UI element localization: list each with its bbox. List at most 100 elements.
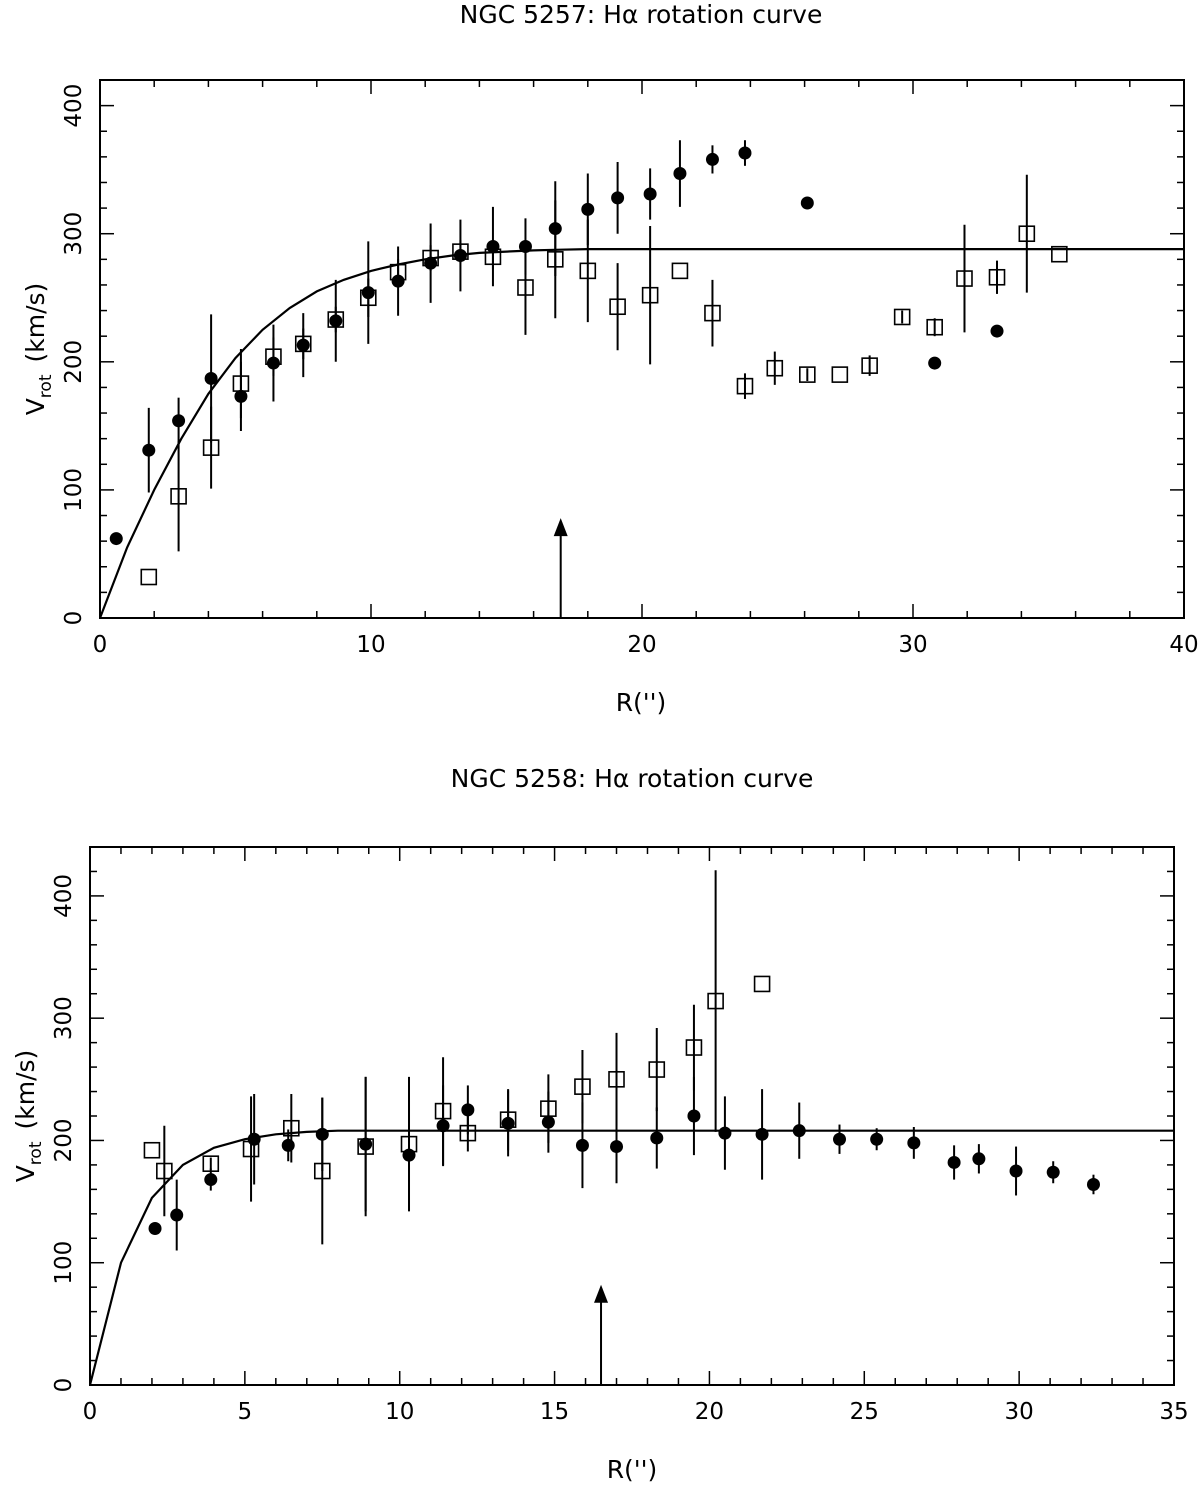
open-square-point (232, 375, 250, 392)
x-tick-label: 25 (850, 1399, 879, 1425)
x-tick-label: 0 (83, 1399, 98, 1425)
filled-circle-point (705, 152, 719, 166)
open-square-point (452, 243, 469, 260)
ngc5258-panel: NGC 5258: Hα rotation curve 0 5 10 15 20 25 30… (11, 764, 1189, 1484)
open-square-point (671, 262, 689, 280)
filled-circle-point (281, 1138, 295, 1152)
open-square-point (736, 377, 754, 395)
open-square-point (484, 248, 502, 266)
open-square-point (766, 359, 784, 377)
filled-circle-point (800, 196, 814, 210)
plot-frame (99, 79, 1185, 619)
open-square-point (753, 975, 771, 993)
filled-circle-point (673, 167, 687, 181)
open-square-point (707, 992, 724, 1010)
y-axis-label: Vrot (km/s) (21, 283, 56, 416)
open-square-point (893, 308, 911, 326)
filled-circle-point (870, 1132, 884, 1146)
y-axis-label-sub: rot (26, 1141, 46, 1165)
filled-circle-point (907, 1136, 921, 1150)
filled-circle-point (204, 371, 218, 385)
y-axis-label-main: V (21, 398, 50, 415)
data-points-group (109, 140, 1068, 586)
model-curve (88, 1129, 1174, 1386)
filled-circle-point (650, 1131, 664, 1145)
filled-circle-point (990, 324, 1004, 338)
y-tick-label: 300 (51, 996, 77, 1040)
y-tick-label: 0 (61, 611, 87, 626)
x-tick-labels: 0 10 20 30 40 (93, 632, 1199, 658)
open-square-point (609, 298, 626, 316)
open-square-point (170, 488, 187, 505)
open-square-point (1051, 245, 1068, 263)
open-square-point (956, 270, 973, 287)
y-tick-label: 200 (51, 1119, 77, 1163)
y-axis-label-unit: (km/s) (21, 283, 50, 363)
filled-circle-point (687, 1109, 701, 1123)
filled-circle-point (1046, 1165, 1060, 1179)
open-square-point (499, 1111, 517, 1128)
filled-circle-point (610, 1140, 624, 1154)
filled-circle-point (1009, 1164, 1023, 1178)
open-square-point (422, 249, 439, 267)
y-tick-label: 300 (61, 212, 87, 256)
filled-circle-point (148, 1221, 162, 1235)
arrow-group (553, 518, 568, 618)
open-square-point (1018, 225, 1036, 243)
open-square-point (143, 1141, 161, 1159)
open-square-point (517, 279, 534, 296)
open-square-point (641, 286, 659, 304)
ngc5257-panel: NGC 5257: Hα rotation curve 0 10 20 30 40 0 1… (21, 0, 1199, 717)
arrow-head (553, 518, 568, 537)
open-square-point (294, 335, 312, 353)
y-tick-label: 100 (51, 1241, 77, 1285)
y-tick-labels: 0 100 200 300 400 (51, 874, 77, 1392)
x-axis-label: R('') (607, 1455, 658, 1484)
open-square-point (988, 268, 1006, 286)
open-square-point (648, 1061, 666, 1078)
filled-circle-point (204, 1173, 218, 1187)
filled-circle-point (1086, 1177, 1100, 1191)
filled-circle-point (575, 1138, 589, 1152)
open-square-point (242, 1140, 260, 1158)
chart-title: NGC 5257: Hα rotation curve (460, 0, 823, 29)
y-tick-label: 400 (51, 874, 77, 918)
arrow-group (594, 1284, 609, 1385)
data-points-group (143, 870, 1100, 1251)
filled-circle-point (643, 187, 657, 201)
filled-circle-point (972, 1152, 986, 1166)
axis-ticks (99, 79, 1185, 619)
filled-circle-point (461, 1103, 475, 1117)
model-curve-group (88, 1129, 1174, 1386)
y-axis-label-main: V (11, 1165, 40, 1182)
axis-ticks (89, 846, 1175, 1386)
open-square-point (861, 357, 878, 374)
model-curve (98, 248, 1184, 619)
open-square-point (608, 1071, 625, 1088)
open-square-point (704, 304, 721, 322)
open-square-point (202, 439, 220, 456)
filled-circle-point (611, 191, 625, 205)
y-axis-label: Vrot (km/s) (11, 1050, 46, 1183)
open-square-point (574, 1078, 591, 1095)
open-square-point (831, 366, 849, 383)
open-square-point (389, 263, 407, 281)
x-tick-label: 10 (385, 1399, 414, 1425)
open-square-point (156, 1162, 173, 1180)
y-tick-label: 200 (61, 340, 87, 384)
x-tick-label: 20 (627, 632, 656, 658)
open-square-point (685, 1039, 703, 1056)
open-square-point (434, 1102, 452, 1120)
filled-circle-point (172, 414, 186, 428)
filled-circle-point (947, 1155, 961, 1169)
filled-circle-point (581, 202, 595, 216)
chart-title: NGC 5258: Hα rotation curve (451, 764, 814, 793)
open-square-point (359, 289, 377, 307)
x-axis-label: R('') (616, 688, 667, 717)
open-square-point (579, 262, 597, 280)
x-tick-label: 15 (540, 1399, 569, 1425)
y-axis-label-sub: rot (36, 374, 56, 398)
open-square-point (313, 1162, 331, 1180)
x-tick-label: 30 (1005, 1399, 1034, 1425)
